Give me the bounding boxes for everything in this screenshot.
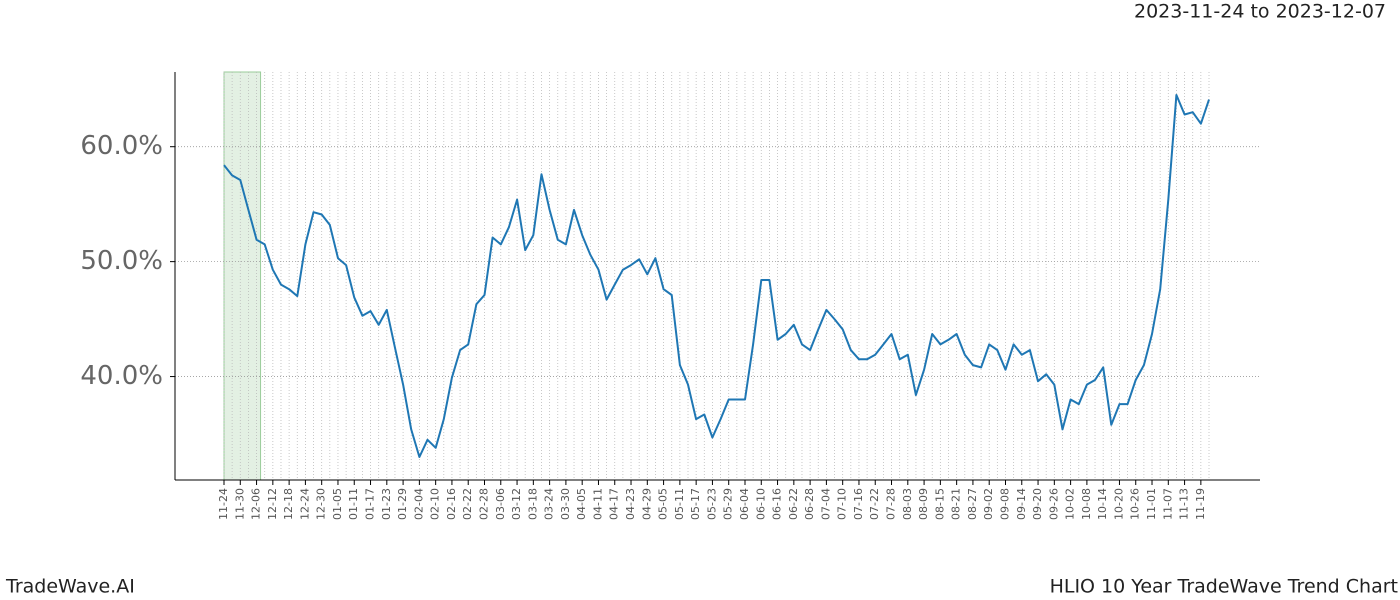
x-tick-label: 07-04 [819,488,832,520]
x-tick-label: 06-22 [787,488,800,520]
x-tick-label: 04-11 [591,488,604,520]
x-tick-label: 11-19 [1194,488,1207,520]
x-tick-label: 08-09 [917,488,930,520]
x-tick-label: 10-20 [1112,488,1125,520]
x-tick-label: 08-21 [950,488,963,520]
trend-line [223,94,1210,458]
x-tick-label: 09-02 [982,488,995,520]
x-tick-label: 12-18 [282,488,295,520]
x-tick-label: 09-20 [1031,488,1044,520]
x-tick-label: 05-29 [722,488,735,520]
x-tick-label: 08-03 [901,488,914,520]
x-tick-label: 01-11 [347,488,360,520]
x-tick-label: 12-24 [298,488,311,520]
x-tick-label: 11-24 [217,488,230,520]
x-tick-label: 04-29 [640,488,653,520]
x-tick-label: 10-08 [1080,488,1093,520]
x-tick-label: 02-10 [429,488,442,520]
x-tick-label: 02-04 [412,488,425,520]
x-tick-label: 06-28 [803,488,816,520]
x-tick-label: 02-22 [461,488,474,520]
x-tick-label: 11-13 [1178,488,1191,520]
x-tick-label: 11-30 [233,488,246,520]
x-tick-label: 10-14 [1096,488,1109,520]
y-tick-label: 40.0% [80,361,163,391]
x-tick-label: 03-18 [526,488,539,520]
y-tick-label: 60.0% [80,131,163,161]
x-tick-label: 12-30 [315,488,328,520]
x-tick-label: 09-26 [1047,488,1060,520]
x-tick-label: 08-27 [966,488,979,520]
x-tick-label: 01-05 [331,488,344,520]
x-tick-label: 02-16 [445,488,458,520]
chart-title: HLIO 10 Year TradeWave Trend Chart [1050,576,1398,598]
x-tick-label: 12-12 [266,488,279,520]
x-tick-label: 10-26 [1129,488,1142,520]
x-tick-label: 09-14 [1015,488,1028,520]
x-tick-label: 11-07 [1161,488,1174,520]
x-tick-label: 05-23 [705,488,718,520]
x-tick-label: 03-30 [559,488,572,520]
chart-subtitle: 2023-11-24 to 2023-12-07 [1134,1,1386,23]
x-tick-label: 08-15 [933,488,946,520]
y-tick-label: 50.0% [80,246,163,276]
highlight-band [223,71,262,481]
x-tick-label: 07-16 [852,488,865,520]
x-tick-label: 02-28 [477,488,490,520]
x-tick-label: 06-16 [771,488,784,520]
x-tick-label: 01-23 [380,488,393,520]
x-tick-label: 10-02 [1064,488,1077,520]
x-tick-label: 06-04 [738,488,751,520]
x-tick-label: 01-29 [396,488,409,520]
x-tick-label: 07-10 [836,488,849,520]
x-tick-label: 07-22 [868,488,881,520]
x-tick-label: 11-01 [1145,488,1158,520]
x-tick-label: 05-17 [689,488,702,520]
x-tick-label: 05-11 [673,488,686,520]
x-tick-label: 07-28 [885,488,898,520]
chart-source: TradeWave.AI [5,576,135,598]
x-tick-label: 05-05 [657,488,670,520]
x-tick-label: 03-06 [494,488,507,520]
x-tick-label: 01-17 [364,488,377,520]
x-tick-label: 12-06 [250,488,263,520]
x-tick-label: 03-24 [543,488,556,520]
x-tick-label: 06-10 [754,488,767,520]
x-tick-label: 04-23 [624,488,637,520]
x-tick-label: 03-12 [510,488,523,520]
x-tick-label: 04-05 [575,488,588,520]
x-tick-label: 09-08 [998,488,1011,520]
x-tick-label: 04-17 [608,488,621,520]
